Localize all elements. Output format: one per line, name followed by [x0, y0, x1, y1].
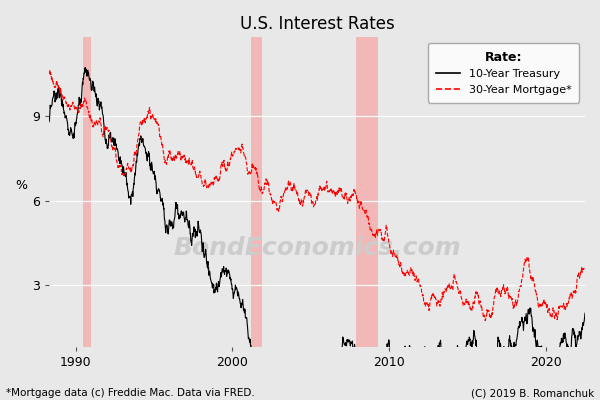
- Text: BondEconomics.com: BondEconomics.com: [173, 236, 461, 260]
- Bar: [356, 37, 378, 347]
- Text: *Mortgage data (c) Freddie Mac. Data via FRED.: *Mortgage data (c) Freddie Mac. Data via…: [6, 388, 255, 398]
- Bar: [83, 37, 91, 347]
- Legend: 10-Year Treasury, 30-Year Mortgage*: 10-Year Treasury, 30-Year Mortgage*: [428, 43, 580, 102]
- Text: (C) 2019 B. Romanchuk: (C) 2019 B. Romanchuk: [471, 388, 594, 398]
- Title: U.S. Interest Rates: U.S. Interest Rates: [239, 15, 394, 33]
- Bar: [251, 37, 262, 347]
- Y-axis label: %: %: [15, 179, 27, 192]
